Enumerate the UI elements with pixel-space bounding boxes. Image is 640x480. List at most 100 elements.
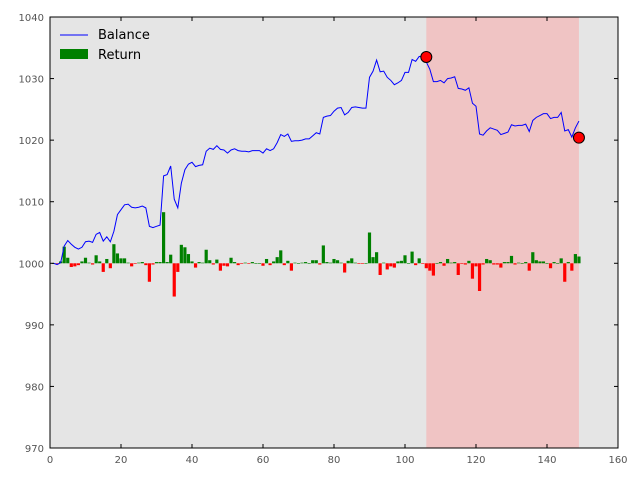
return-bar bbox=[335, 260, 340, 264]
balance-line bbox=[53, 55, 580, 266]
return-bar bbox=[371, 257, 375, 264]
return-bar bbox=[264, 258, 269, 264]
return-bar bbox=[570, 263, 574, 271]
return-bar bbox=[431, 263, 435, 276]
return-bar bbox=[119, 258, 123, 264]
return-bar bbox=[332, 258, 336, 264]
return-bar bbox=[552, 262, 556, 264]
return-bar bbox=[364, 263, 368, 264]
return-bar bbox=[463, 263, 467, 265]
return-bar bbox=[62, 246, 66, 264]
return-bar bbox=[137, 262, 141, 264]
return-bars bbox=[51, 212, 581, 297]
return-bar bbox=[541, 261, 546, 264]
return-bar bbox=[201, 262, 205, 264]
return-bar bbox=[279, 250, 283, 264]
x-tick-label: 0 bbox=[47, 455, 53, 466]
return-bar bbox=[311, 260, 315, 264]
return-bar bbox=[524, 262, 528, 264]
return-bar bbox=[307, 263, 311, 264]
return-bar bbox=[513, 263, 517, 265]
return-bar bbox=[304, 262, 308, 264]
marker-point bbox=[420, 51, 433, 64]
return-bar bbox=[485, 258, 489, 264]
return-bar bbox=[517, 262, 521, 264]
return-bar bbox=[55, 263, 59, 265]
return-bar bbox=[548, 263, 553, 269]
return-bar bbox=[144, 263, 148, 266]
return-bar bbox=[467, 260, 471, 264]
x-tick-label: 80 bbox=[328, 455, 341, 466]
legend: Balance Return bbox=[60, 28, 150, 63]
return-bar bbox=[502, 262, 506, 264]
return-bar bbox=[325, 262, 329, 264]
return-bar bbox=[492, 263, 496, 265]
return-bar bbox=[346, 260, 350, 264]
return-bar bbox=[105, 258, 109, 264]
return-bar bbox=[293, 262, 297, 264]
markers bbox=[420, 51, 585, 144]
return-bar bbox=[559, 258, 563, 264]
return-bar bbox=[83, 257, 88, 264]
return-bar bbox=[215, 259, 219, 264]
return-bar bbox=[101, 263, 105, 272]
return-bar bbox=[353, 262, 357, 264]
return-bar bbox=[499, 263, 503, 268]
return-bar bbox=[261, 263, 265, 266]
return-bar bbox=[375, 252, 379, 264]
return-bar bbox=[446, 258, 450, 264]
return-bar bbox=[456, 263, 460, 275]
return-bar bbox=[442, 263, 446, 266]
return-bar bbox=[112, 244, 116, 264]
return-bar bbox=[186, 254, 191, 264]
return-bar bbox=[193, 263, 198, 268]
return-bar bbox=[130, 263, 134, 267]
return-bar bbox=[424, 263, 428, 269]
return-bar bbox=[247, 263, 251, 264]
legend-return-label: Return bbox=[98, 48, 141, 63]
return-bar bbox=[538, 261, 542, 264]
x-tick-label: 20 bbox=[115, 455, 128, 466]
return-bar bbox=[495, 263, 499, 265]
return-bar bbox=[410, 251, 414, 264]
y-tick-label: 990 bbox=[25, 321, 44, 332]
return-bar bbox=[488, 260, 492, 264]
return-bar bbox=[438, 262, 443, 264]
return-bar bbox=[243, 262, 247, 264]
return-bar bbox=[421, 263, 425, 264]
return-bar bbox=[236, 263, 240, 266]
return-bar bbox=[147, 263, 151, 282]
return-bar bbox=[577, 256, 581, 264]
return-bar bbox=[339, 262, 343, 264]
return-bar bbox=[218, 263, 222, 271]
return-bar bbox=[481, 263, 485, 265]
return-bar bbox=[229, 257, 233, 264]
return-bar bbox=[80, 261, 84, 264]
y-tick-label: 1040 bbox=[19, 13, 44, 24]
y-tick-label: 970 bbox=[25, 444, 44, 455]
return-bar bbox=[314, 260, 318, 264]
marker-point bbox=[572, 131, 585, 144]
return-bar bbox=[233, 262, 237, 264]
return-bar bbox=[449, 262, 453, 264]
x-tick-label: 160 bbox=[608, 455, 627, 466]
x-tick-label: 100 bbox=[395, 455, 414, 466]
return-bar bbox=[69, 263, 73, 267]
return-bar bbox=[435, 263, 439, 264]
return-bar bbox=[172, 263, 176, 297]
return-bar bbox=[360, 263, 364, 264]
return-bar bbox=[254, 263, 258, 264]
return-bar bbox=[406, 263, 411, 264]
y-tick-label: 1010 bbox=[19, 198, 44, 209]
return-bar bbox=[396, 261, 400, 264]
return-bar bbox=[566, 262, 570, 264]
return-bar bbox=[520, 263, 524, 264]
return-bar bbox=[414, 263, 418, 266]
return-bar bbox=[240, 263, 244, 264]
y-tick-label: 1000 bbox=[19, 259, 44, 270]
return-bar bbox=[392, 263, 396, 268]
return-bar bbox=[126, 262, 130, 264]
return-bar bbox=[286, 260, 290, 264]
return-bar bbox=[531, 252, 535, 264]
